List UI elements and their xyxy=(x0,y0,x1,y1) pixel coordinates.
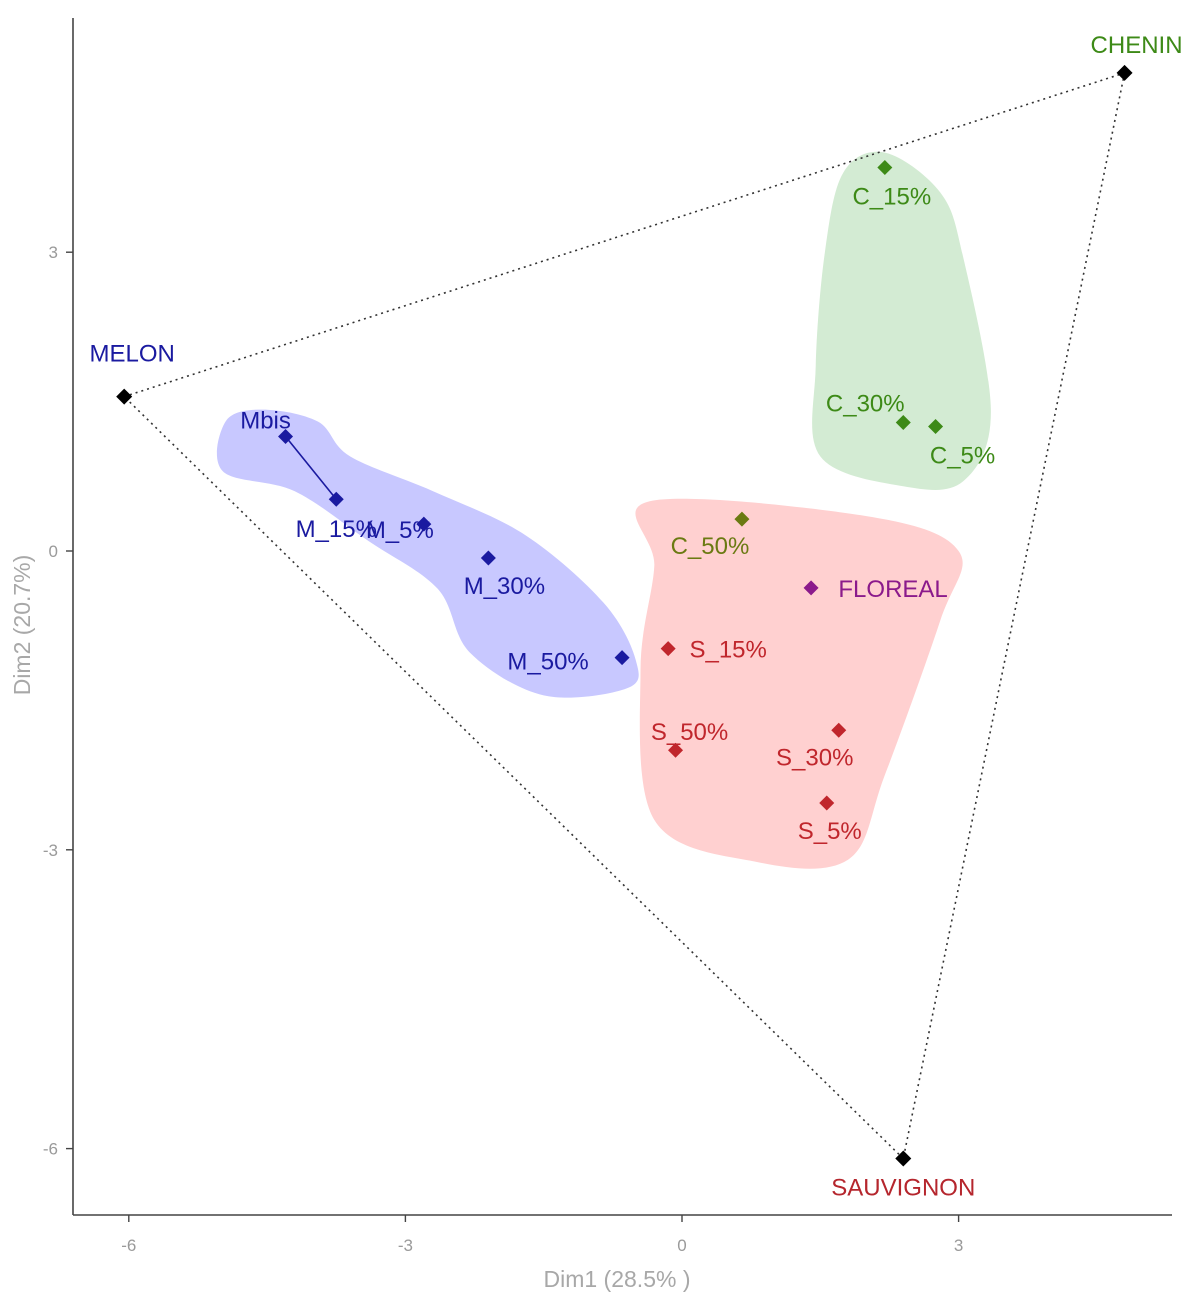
triangle-edge-melon-chenin xyxy=(123,72,1125,398)
marker-s-15pct xyxy=(660,641,676,657)
y-axis-title: Dim2 (20.7%) xyxy=(9,555,35,696)
mark-layer xyxy=(116,64,1133,1167)
y-tick-label: 0 xyxy=(49,542,58,561)
triangle-edge-chenin-sauvignon xyxy=(902,72,1126,1159)
label-s-5pct: S_5% xyxy=(798,818,862,845)
label-mbis: Mbis xyxy=(240,407,291,434)
marker-s-5pct xyxy=(819,795,835,811)
label-c-15pct: C_15% xyxy=(852,184,931,211)
x-tick-label: 3 xyxy=(954,1236,963,1255)
marker-melon xyxy=(116,388,133,405)
marker-s-50pct xyxy=(668,742,684,758)
x-axis-title: Dim1 (28.5% ) xyxy=(544,1266,691,1292)
x-tick-label: -3 xyxy=(398,1236,413,1255)
connector-line xyxy=(284,435,337,500)
marker-c-50pct xyxy=(734,511,750,527)
triangle-edge-sauvignon-melon xyxy=(123,396,904,1160)
label-sauvignon: SAUVIGNON xyxy=(831,1175,975,1202)
marker-mbis xyxy=(278,428,294,444)
label-s-30pct: S_30% xyxy=(776,744,853,771)
label-chenin: CHENIN xyxy=(1091,32,1183,59)
marker-c-5pct xyxy=(928,419,944,434)
label-floreal: FLOREAL xyxy=(838,576,947,603)
y-tick-label: -3 xyxy=(43,841,58,860)
hull-sauvignon xyxy=(635,498,963,869)
label-melon: MELON xyxy=(90,341,175,368)
marker-m-50pct xyxy=(614,650,630,666)
label-c-30pct: C_30% xyxy=(826,391,905,418)
hull-chenin xyxy=(812,151,991,491)
marker-s-30pct xyxy=(831,722,847,738)
marker-c-30pct xyxy=(895,415,911,431)
marker-floreal xyxy=(803,580,819,596)
marker-sauvignon xyxy=(895,1150,912,1167)
marker-chenin xyxy=(1116,64,1133,81)
y-tick-label: -6 xyxy=(43,1140,58,1159)
x-tick-label: -6 xyxy=(121,1236,136,1255)
marker-m-5pct xyxy=(416,516,432,532)
label-m-5pct: M_5% xyxy=(366,517,434,544)
triangle-layer xyxy=(123,72,1126,1160)
label-c-5pct: C_5% xyxy=(930,443,995,470)
axis-layer: Dim1 (28.5% ) Dim2 (20.7%) -6 -3 0 3 -6 -3 0 3 xyxy=(9,18,1172,1292)
label-m-50pct: M_50% xyxy=(507,649,588,676)
label-layer: MELON CHENIN SAUVIGNON Mbis M_15%M_5% M_30% M_… xyxy=(90,32,1183,1202)
marker-m-30pct xyxy=(480,550,496,566)
label-m-15pct: M_15% xyxy=(296,516,377,543)
marker-c-15pct xyxy=(877,160,893,176)
hull-layer xyxy=(216,151,991,869)
label-s-50pct: S_50% xyxy=(651,719,728,746)
y-tick-label: 3 xyxy=(49,243,58,262)
label-s-15pct: S_15% xyxy=(689,637,766,664)
marker-m-15pct xyxy=(328,491,344,507)
label-m-30pct: M_30% xyxy=(464,573,545,600)
x-tick-label: 0 xyxy=(677,1236,686,1255)
label-c-50pct: C_50% xyxy=(671,533,750,560)
